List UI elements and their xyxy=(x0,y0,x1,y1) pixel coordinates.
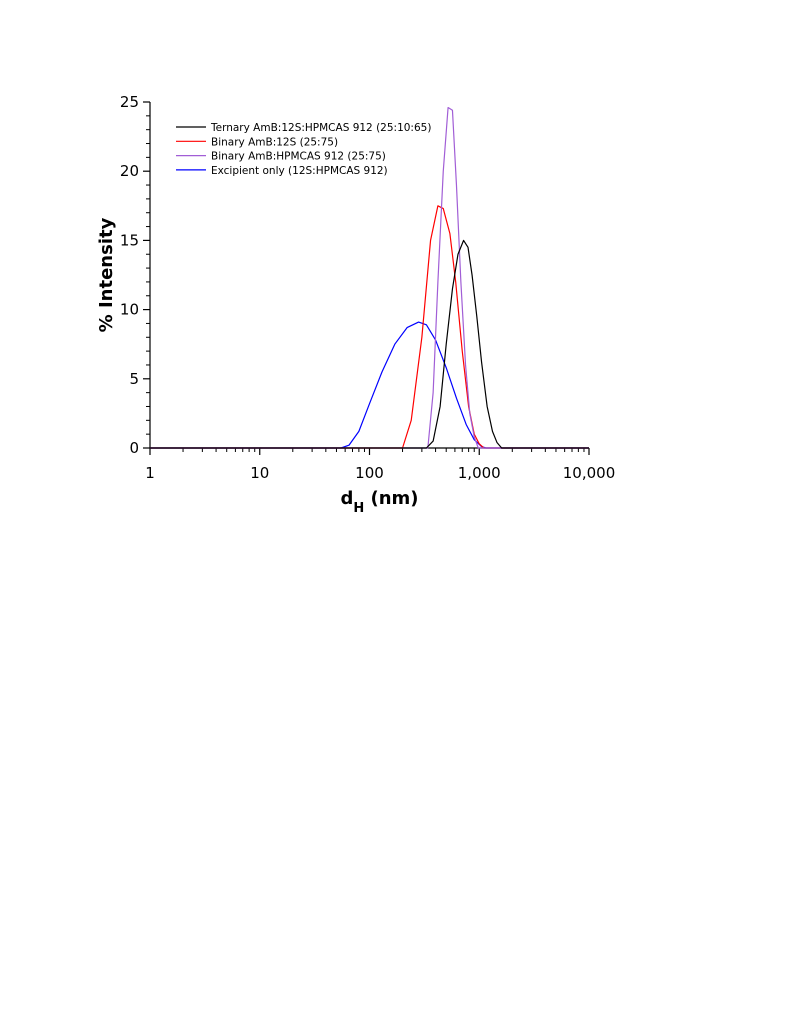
series-line-0 xyxy=(150,239,589,449)
x-tick-label: 1,000 xyxy=(458,464,501,482)
x-tick-label: 10 xyxy=(250,464,269,482)
legend-label: Ternary AmB:12S:HPMCAS 912 (25:10:65) xyxy=(210,122,431,134)
series-line-1 xyxy=(150,205,589,449)
y-tick-label: 15 xyxy=(120,231,139,249)
series-layer xyxy=(150,106,589,449)
legend: Ternary AmB:12S:HPMCAS 912 (25:10:65) Bin… xyxy=(176,122,431,177)
legend-label: Binary AmB:12S (25:75) xyxy=(211,136,338,148)
y-tick-label: 5 xyxy=(129,370,139,388)
y-axis-title: % Intensity xyxy=(96,217,117,332)
x-tick-label: 100 xyxy=(355,464,384,482)
y-tick-label: 10 xyxy=(120,301,139,319)
series-line-3 xyxy=(150,321,589,449)
legend-label: Excipient only (12S:HPMCAS 912) xyxy=(211,165,388,177)
x-axis-title: dH (nm) xyxy=(340,488,418,516)
series-line-2 xyxy=(150,106,589,449)
x-tick-label: 10,000 xyxy=(563,464,616,482)
y-tick-label: 0 xyxy=(129,439,139,457)
y-tick-label: 20 xyxy=(120,162,139,180)
legend-label: Binary AmB:HPMCAS 912 (25:75) xyxy=(211,151,386,163)
y-tick-label: 25 xyxy=(120,93,139,111)
x-tick-label: 1 xyxy=(145,464,155,482)
axes: 1 10 100 1,000 10,000 0 5 10 15 20 25 xyxy=(120,93,615,482)
axis-titles: dH (nm) % Intensity xyxy=(96,217,419,515)
